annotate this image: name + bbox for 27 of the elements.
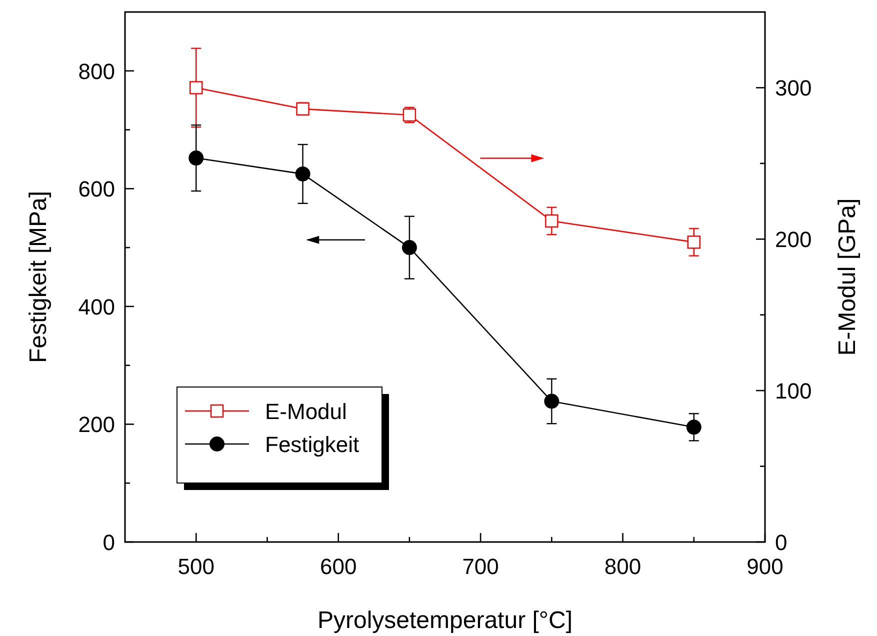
x-tick-label: 900	[746, 554, 784, 579]
point	[188, 150, 204, 166]
point	[190, 81, 203, 94]
y2-tick-label: 300	[775, 76, 812, 101]
x-tick-label: 500	[178, 554, 214, 579]
point	[544, 394, 560, 409]
y-tick-label: 0	[102, 530, 115, 555]
y-tick-label: 400	[78, 294, 115, 320]
point	[687, 236, 700, 249]
legend-label: E-Modul	[265, 399, 347, 424]
y2-axis-title: E-Modul [GPa]	[834, 198, 861, 356]
point	[295, 166, 310, 182]
legend-label: Festigkeit	[265, 432, 360, 457]
y2-tick-label: 100	[775, 378, 812, 404]
y-axis-title: Festigkeit [MPa]	[25, 190, 52, 364]
x-tick-label: 600	[320, 554, 357, 579]
y-tick-label: 600	[78, 176, 115, 202]
y2-tick-label: 200	[775, 227, 812, 252]
x-tick-label: 800	[604, 554, 642, 579]
x-axis-title: Pyrolysetemperatur [°C]	[317, 607, 573, 634]
y-tick-label: 800	[78, 58, 115, 84]
point	[402, 240, 417, 256]
y2-tick-label: 0	[775, 530, 788, 555]
y-tick-label: 200	[78, 412, 115, 438]
point	[686, 420, 702, 435]
x-tick-label: 700	[462, 554, 499, 579]
point	[545, 214, 558, 228]
